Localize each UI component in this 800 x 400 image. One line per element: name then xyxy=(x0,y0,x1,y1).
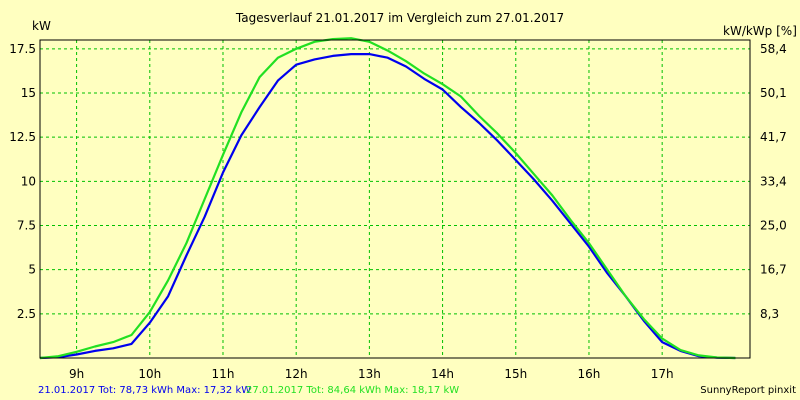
y-tick-label-left: 10 xyxy=(21,174,36,188)
x-tick-label: 11h xyxy=(212,367,235,381)
y-axis-left-label: kW xyxy=(32,19,51,33)
grid-lines xyxy=(40,40,750,358)
y-tick-label-right: 33,4 xyxy=(760,174,787,188)
y-tick-label-left: 5 xyxy=(28,263,36,277)
series-line-2 xyxy=(39,37,736,360)
y-tick-label-right: 41,7 xyxy=(760,130,787,144)
x-tick-label: 17h xyxy=(651,367,674,381)
y-tick-label-left: 7.5 xyxy=(17,219,36,233)
y-tick-label-right: 25,0 xyxy=(760,219,787,233)
tick-labels: 9h 10h 11h 12h 13h 14h 15h 16h 17h 2.5 5 7.5 10 12.5 1… xyxy=(9,42,786,381)
y-tick-label-left: 12.5 xyxy=(9,130,36,144)
footer-series1-summary: 21.01.2017 Tot: 78,73 kWh Max: 17,32 kW xyxy=(38,385,251,396)
x-tick-label: 15h xyxy=(504,367,527,381)
x-tick-label: 10h xyxy=(138,367,161,381)
series-lines xyxy=(39,37,736,360)
y-tick-label-left: 15 xyxy=(21,86,36,100)
footer-series2-summary: 27.01.2017 Tot: 84,64 kWh Max: 18,17 kW xyxy=(246,385,459,396)
x-tick-label: 9h xyxy=(69,367,84,381)
footer-brand: SunnyReport pinxit xyxy=(700,385,796,396)
x-tick-label: 12h xyxy=(285,367,308,381)
y-tick-label-right: 50,1 xyxy=(760,86,787,100)
y-tick-label-left: 2.5 xyxy=(17,307,36,321)
y-tick-label-right: 8,3 xyxy=(760,307,779,321)
x-tick-label: 13h xyxy=(358,367,381,381)
y-axis-right-label: kW/kWp [%] xyxy=(723,24,797,38)
x-tick-label: 14h xyxy=(431,367,454,381)
plot-frame xyxy=(39,39,751,359)
y-tick-label-right: 16,7 xyxy=(760,263,787,277)
chart-title: Tagesverlauf 21.01.2017 im Vergleich zum… xyxy=(235,11,564,25)
y-tick-label-left: 17.5 xyxy=(9,42,36,56)
y-tick-label-right: 58,4 xyxy=(760,42,787,56)
x-tick-label: 16h xyxy=(578,367,601,381)
